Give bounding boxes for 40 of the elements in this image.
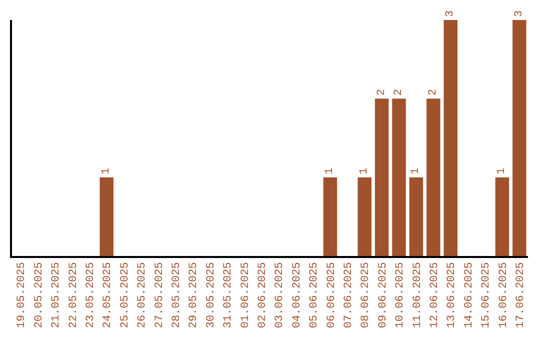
x-tick-label: 16.06.2025 bbox=[498, 262, 510, 328]
x-tick-label: 15.06.2025 bbox=[480, 262, 493, 328]
x-tick-label: 22.05.2025 bbox=[68, 262, 80, 328]
x-tick-label: 06.06.2025 bbox=[326, 262, 338, 328]
data-label: 2 bbox=[427, 89, 440, 96]
data-label: 1 bbox=[358, 167, 371, 174]
x-tick-label: 30.05.2025 bbox=[205, 262, 218, 328]
x-tick-label: 21.05.2025 bbox=[50, 262, 63, 328]
x-tick-label: 05.06.2025 bbox=[308, 262, 321, 328]
x-tick-label: 24.05.2025 bbox=[102, 262, 114, 328]
x-tick-label: 03.06.2025 bbox=[274, 262, 286, 328]
x-tick-label: 09.06.2025 bbox=[377, 262, 390, 328]
x-tick-label: 29.05.2025 bbox=[188, 262, 200, 328]
x-tick-label: 10.06.2025 bbox=[394, 262, 407, 328]
x-tick-label: 07.06.2025 bbox=[342, 262, 355, 328]
data-label: 3 bbox=[444, 10, 457, 17]
x-tick-label: 26.05.2025 bbox=[136, 262, 149, 328]
x-tick-label: 17.06.2025 bbox=[514, 262, 527, 328]
x-tick-label: 01.06.2025 bbox=[240, 262, 252, 328]
x-tick-label: 02.06.2025 bbox=[256, 262, 269, 328]
data-label: 2 bbox=[376, 89, 388, 96]
x-tick-label: 23.05.2025 bbox=[84, 262, 97, 328]
x-tick-label: 27.05.2025 bbox=[154, 262, 166, 328]
x-tick-label: 25.05.2025 bbox=[119, 262, 132, 328]
data-label: 1 bbox=[324, 167, 336, 174]
data-label: 2 bbox=[393, 89, 405, 96]
x-tick-label: 12.06.2025 bbox=[428, 262, 441, 328]
data-label: 1 bbox=[410, 167, 422, 174]
x-tick-label: 19.05.2025 bbox=[16, 262, 28, 328]
data-label: 1 bbox=[496, 167, 508, 174]
x-tick-label: 20.05.2025 bbox=[33, 262, 46, 328]
x-tick-label: 14.06.2025 bbox=[463, 262, 476, 328]
x-tick-label: 31.05.2025 bbox=[222, 262, 235, 328]
x-tick-label: 13.06.2025 bbox=[446, 262, 458, 328]
x-tick-label: 28.05.2025 bbox=[170, 262, 183, 328]
x-tick-label: 04.06.2025 bbox=[291, 262, 304, 328]
x-tick-label: 08.06.2025 bbox=[360, 262, 372, 328]
data-label: 1 bbox=[100, 167, 113, 174]
data-label: 3 bbox=[513, 10, 526, 17]
x-tick-label: 11.06.2025 bbox=[412, 262, 424, 328]
